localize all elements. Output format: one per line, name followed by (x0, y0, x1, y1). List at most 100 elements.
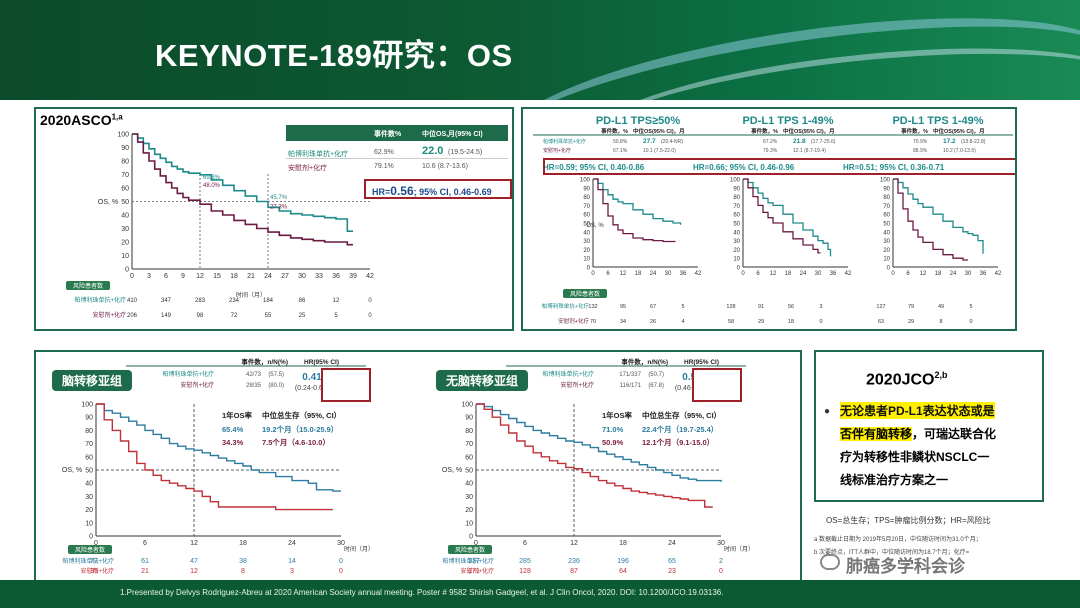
risk-row-label: 安慰剂+化疗 (80, 567, 114, 575)
placebo-chemo-os-curve (476, 403, 713, 508)
y-tick-label: 40 (733, 230, 740, 236)
risk-value: 3 (819, 304, 822, 310)
x-tick-label: 6 (756, 271, 760, 277)
risk-value: 5 (334, 313, 338, 319)
risk-value: 87 (570, 568, 578, 575)
table-cell: 安慰剂+化疗 (180, 381, 214, 389)
y-tick-label: 100 (117, 132, 129, 139)
y-tick-label: 10 (883, 257, 890, 263)
pdl1-hr-text: HR=0.51; 95% CI, 0.36-0.71 (843, 163, 945, 172)
y-tick-label: 100 (461, 402, 473, 409)
y-tick-label: 100 (81, 402, 93, 409)
risk-value: 64 (619, 568, 627, 575)
y-tick-label: 0 (737, 266, 741, 272)
y-tick-label: 40 (465, 481, 473, 488)
risk-value: 67 (650, 304, 656, 310)
risk-row-label: 安慰剂+化疗 (460, 567, 494, 575)
risk-value: 0 (339, 568, 343, 575)
table-cell: 帕博利珠单抗+化疗 (543, 138, 586, 145)
risk-title: 风险患者数 (570, 290, 600, 298)
y-tick-label: 80 (85, 428, 93, 435)
x-tick-label: 0 (741, 271, 745, 277)
footnote-a: a 数据截止日期为 2019年5月20日，中位随访时间为31.0个月； (814, 537, 982, 543)
y-tick-label: 80 (883, 195, 890, 201)
table-cell: (19.5-24.5) (448, 149, 483, 156)
table-header: 中位OS,月(95% CI) (422, 131, 483, 138)
y-tick-label: 90 (121, 145, 129, 152)
median-os-header: 中位总生存（95%, CI） (642, 410, 721, 420)
x-tick-label: 33 (315, 273, 323, 280)
x-tick-label: 30 (965, 271, 972, 277)
x-tick-label: 12 (196, 273, 204, 280)
risk-title-bg (448, 545, 492, 554)
placebo-chemo-os-curve (593, 178, 676, 243)
x-tick-label: 24 (950, 271, 957, 277)
hr-ci: (0.24-0.67) (295, 385, 329, 392)
table-cell: 70.9% (913, 139, 928, 145)
risk-value: 234 (229, 298, 240, 304)
y-tick-label: 60 (883, 213, 890, 219)
y-tick-label: 90 (733, 186, 740, 192)
y-tick-label: 30 (85, 494, 93, 501)
pdl1-subgroup-title: PD-L1 TPS 1-49% (742, 115, 833, 127)
y-tick-label: 80 (733, 195, 740, 201)
x-tick-label: 0 (94, 540, 98, 547)
hr-value: 0.56 (390, 184, 414, 198)
x-tick-label: 36 (980, 271, 987, 277)
table-cell: (57.5) (268, 372, 284, 378)
y-tick-label: 30 (733, 239, 740, 245)
table-header: HR(95% CI) (684, 359, 719, 366)
table-header: 事件数% (374, 131, 402, 138)
table-cell: 171/337 (619, 372, 641, 378)
risk-title-bg (66, 281, 110, 290)
y-tick-label: 0 (125, 267, 129, 274)
y-tick-label: 10 (85, 520, 93, 527)
x-axis-label: 时间（月） (724, 545, 754, 553)
y-tick-label: 40 (121, 213, 129, 220)
y-tick-label: 90 (883, 186, 890, 192)
risk-value: 132 (588, 304, 597, 310)
risk-row-label: 帕博利珠单抗+化疗 (442, 557, 494, 565)
y-tick-label: 20 (121, 240, 129, 247)
y-tick-label: 60 (85, 454, 93, 461)
x-tick-label: 18 (935, 271, 942, 277)
table-cell: (67.8) (648, 383, 664, 389)
risk-value: 410 (127, 298, 138, 304)
y-tick-label: 40 (85, 481, 93, 488)
landmark-label-24m-pembro: 45.7% (270, 195, 288, 201)
x-tick-label: 6 (164, 273, 168, 280)
table-header: 事件数，% (751, 127, 778, 135)
table-cell: 79.3% (763, 148, 778, 154)
table-cell: 10.6 (8.7-13.6) (422, 163, 468, 170)
x-axis-label: 时间（月） (236, 291, 266, 299)
slide-title: KEYNOTE-189研究：OS (155, 38, 513, 73)
pdl1-panel: PD-L1 TPS≥50% 事件数，% 中位OS(95% CI)，月 帕博利珠单抗+化… (521, 107, 1017, 331)
table-cell: (13.8-22.8) (961, 139, 986, 145)
y-tick-label: 70 (85, 441, 93, 448)
y-tick-label: 90 (85, 415, 93, 422)
risk-value: 127 (876, 304, 885, 310)
jco-text-line: 疗为转移性非鳞状NSCLC一 (840, 450, 990, 464)
risk-row-label: 帕博利珠单抗+化疗 (542, 302, 590, 310)
table-cell: 帕博利珠单抗+化疗 (162, 370, 214, 378)
hr-ci: ; 95% CI, 0.46-0.69 (413, 187, 492, 197)
risk-value: 5 (969, 304, 972, 310)
risk-value: 0 (969, 319, 972, 325)
table-cell: 67.1% (613, 148, 628, 154)
x-tick-label: 24 (668, 540, 676, 547)
hr-value: 0.41 (302, 372, 322, 383)
table-cell: 88.9% (913, 148, 928, 154)
table-cell: 安慰剂+化疗 (288, 165, 328, 172)
x-tick-label: 18 (239, 540, 247, 547)
y-tick-label: 0 (469, 534, 473, 541)
table-cell: 42/73 (246, 372, 262, 378)
table-cell: (50.7) (648, 372, 664, 378)
placebo-chemo-os-curve (743, 178, 821, 254)
x-tick-label: 0 (891, 271, 895, 277)
risk-value: 347 (161, 298, 172, 304)
median-os-header: 中位总生存（95%, CI） (262, 410, 341, 420)
y-tick-label: 40 (583, 230, 590, 236)
risk-value: 12 (190, 568, 198, 575)
x-tick-label: 36 (680, 271, 687, 277)
jco-box: 2020JCO2,b ● 无论患者PD-L1表达状态或是 否伴有脑转移，可瑞达联… (814, 350, 1044, 502)
